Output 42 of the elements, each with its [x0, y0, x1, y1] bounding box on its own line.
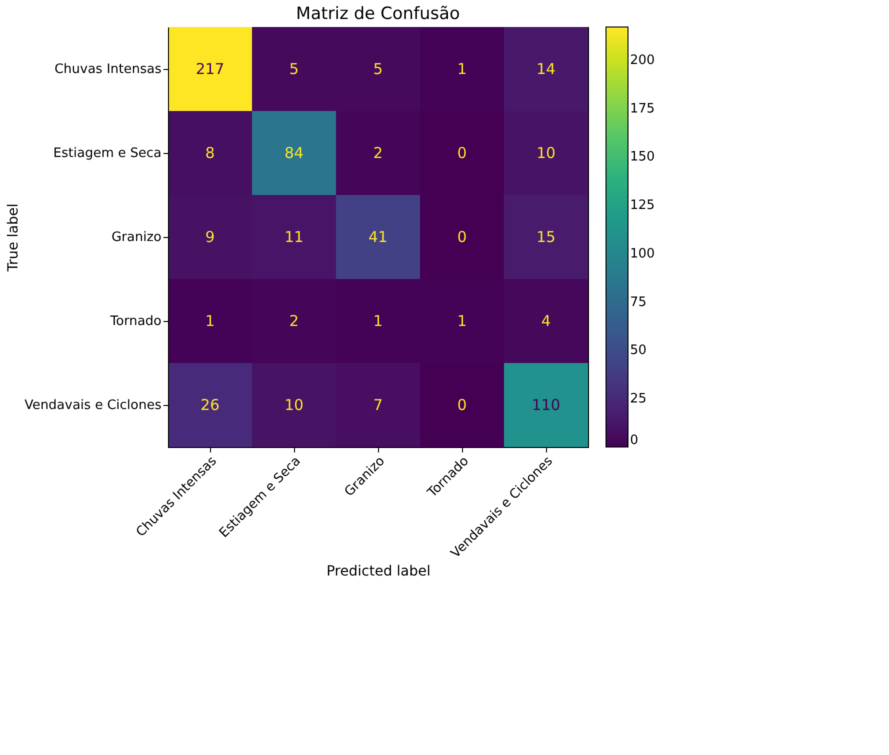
color-bar-label: 0 [630, 433, 638, 448]
data-label: 0 [457, 144, 467, 162]
data-label: 10 [284, 396, 304, 414]
color-bar-label: 125 [630, 198, 655, 214]
data-label: 5 [289, 60, 299, 78]
data-label: 84 [284, 144, 304, 162]
data-label: 14 [536, 60, 556, 78]
color-bar-label: 50 [630, 343, 647, 358]
data-label: 7 [373, 396, 383, 414]
y-tick-label: Tornado [109, 314, 162, 329]
data-label: 9 [205, 228, 215, 246]
color-bar-label: 25 [630, 392, 647, 407]
data-label: 217 [196, 60, 224, 78]
color-bar-label: 75 [630, 294, 647, 310]
data-label: 10 [536, 144, 556, 162]
data-label: 26 [200, 396, 220, 414]
data-label: 1 [457, 312, 467, 330]
y-tick-label: Vendavais e Ciclones [24, 398, 162, 413]
color-bar-label: 200 [630, 52, 655, 68]
data-label: 0 [457, 228, 467, 246]
data-label: 4 [541, 312, 551, 330]
data-label: 41 [368, 228, 388, 246]
y-axis-title: True label [5, 203, 22, 273]
data-label: 110 [532, 396, 560, 414]
chart-title: Matriz de Confusão [296, 4, 460, 24]
y-tick-label: Chuvas Intensas [54, 62, 162, 77]
y-tick-label: Estiagem e Seca [53, 146, 162, 161]
data-label: 15 [536, 228, 556, 246]
data-label: 0 [457, 396, 467, 414]
data-label: 1 [205, 312, 215, 330]
data-label: 8 [205, 144, 215, 162]
x-axis-title: Predicted label [326, 564, 431, 580]
data-label: 1 [373, 312, 383, 330]
color-bar-label: 100 [630, 246, 655, 262]
data-label: 2 [289, 312, 299, 330]
data-label: 11 [284, 228, 304, 246]
data-label: 5 [373, 60, 383, 78]
color-bar-label: 150 [630, 150, 655, 165]
data-label: 2 [373, 144, 383, 162]
data-label: 1 [457, 60, 467, 78]
color-bar-label: 175 [630, 101, 655, 116]
y-tick-label: Granizo [111, 230, 162, 245]
